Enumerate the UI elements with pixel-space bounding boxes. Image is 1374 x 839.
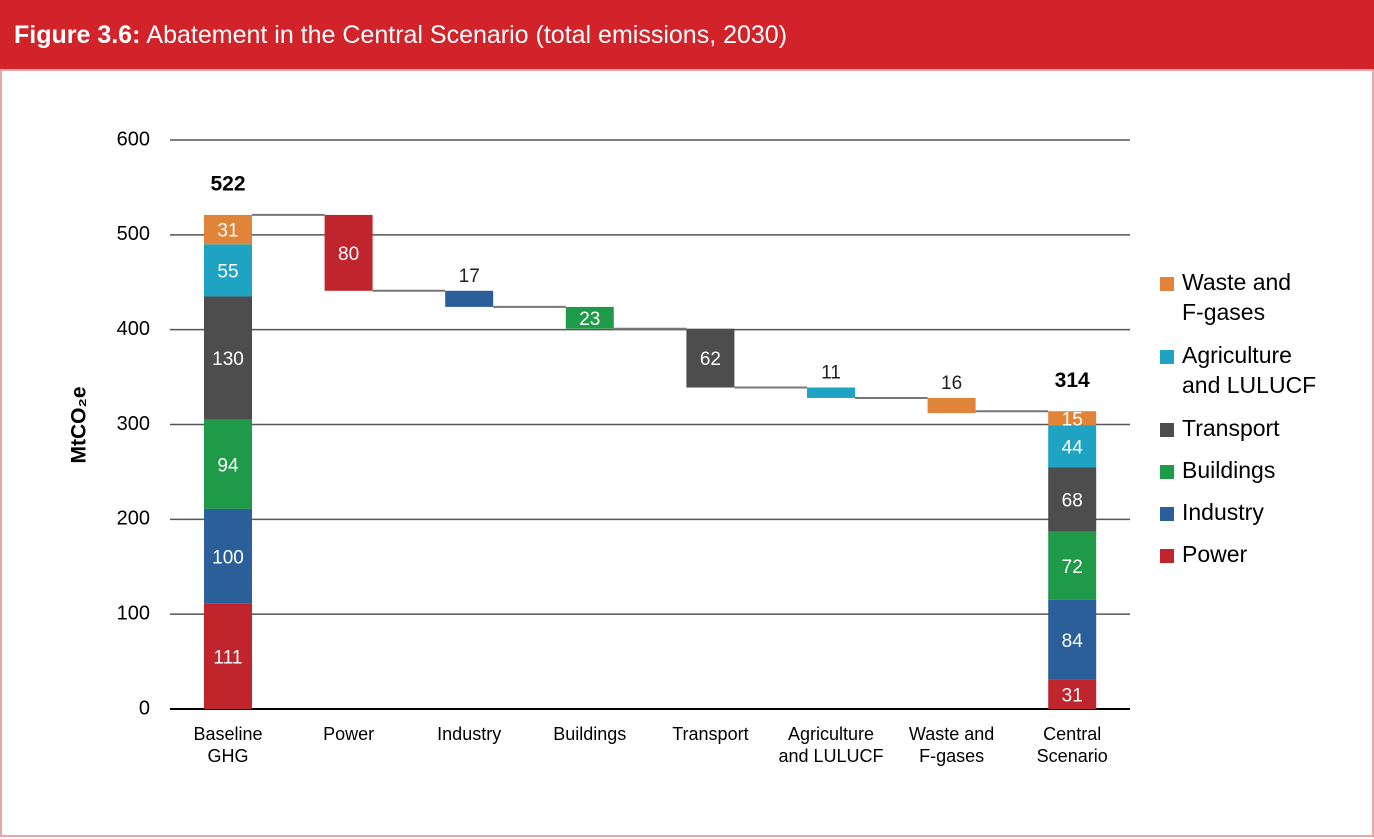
bar-segment (1048, 411, 1097, 426)
legend-label: Waste and (1182, 269, 1291, 295)
x-tick-label: GHG (207, 746, 248, 766)
x-tick-label: F-gases (919, 746, 984, 766)
legend-swatch (1160, 507, 1174, 521)
data-label: 100 (212, 547, 244, 568)
chart-title: Figure 3.6: Abatement in the Central Scen… (14, 21, 787, 49)
legend-label: Buildings (1182, 457, 1275, 483)
legend-label: F-gases (1182, 299, 1265, 325)
x-tick-label: Buildings (553, 724, 626, 744)
data-label: 94 (217, 455, 239, 476)
legend-swatch (1160, 549, 1174, 563)
data-label: 17 (459, 266, 480, 287)
data-label: 72 (1062, 557, 1083, 578)
y-tick-label: 400 (117, 318, 150, 340)
data-label: 16 (941, 373, 962, 394)
data-label: 31 (217, 221, 238, 242)
y-axis-label: MtCO₂e (68, 387, 91, 464)
y-tick-label: 0 (139, 697, 150, 719)
bar (445, 290, 494, 307)
x-tick-label: and LULUCF (778, 746, 883, 766)
bar-segment (204, 603, 252, 709)
header-band (0, 0, 1374, 70)
bar-segment (1048, 467, 1097, 532)
data-label: 84 (1062, 631, 1084, 652)
legend-swatch (1160, 277, 1174, 291)
total-label: 522 (210, 172, 245, 195)
bar (686, 328, 735, 388)
data-label: 68 (1062, 490, 1083, 511)
y-tick-label: 200 (117, 508, 150, 530)
legend-label: Industry (1182, 499, 1264, 525)
bar-segment (1048, 679, 1097, 709)
bar-segment (204, 214, 252, 245)
total-label: 314 (1055, 369, 1090, 392)
data-label: 130 (212, 349, 244, 370)
legend-label: Transport (1182, 415, 1280, 441)
bar-segment (1048, 599, 1097, 680)
data-label: 62 (700, 349, 721, 370)
legend-swatch (1160, 465, 1174, 479)
x-tick-label: Agriculture (788, 724, 874, 744)
x-tick-label: Power (323, 724, 374, 744)
bar-segment (204, 296, 252, 420)
y-tick-label: 300 (117, 413, 150, 435)
data-label: 80 (338, 244, 359, 265)
bar (565, 306, 614, 329)
legend-label: and LULUCF (1182, 372, 1316, 398)
bar-segment (204, 244, 252, 297)
data-label: 23 (579, 309, 600, 330)
bar-segment (1048, 531, 1097, 600)
data-label: 15 (1062, 409, 1083, 430)
y-tick-label: 100 (117, 602, 150, 624)
data-label: 44 (1062, 437, 1084, 458)
x-tick-label: Waste and (909, 724, 994, 744)
y-tick-label: 500 (117, 223, 150, 245)
x-tick-label: Baseline (193, 724, 262, 744)
title-text: Abatement in the Central Scenario (total… (146, 21, 787, 49)
x-tick-label: Central (1043, 724, 1101, 744)
legend-swatch (1160, 350, 1174, 364)
data-label: 111 (214, 647, 243, 668)
bar (807, 387, 855, 398)
legend-label: Agriculture (1182, 342, 1292, 368)
x-tick-label: Scenario (1037, 746, 1108, 766)
x-tick-label: Industry (437, 724, 501, 744)
bar-segment (204, 419, 252, 509)
data-label: 55 (217, 261, 238, 282)
legend-label: Power (1182, 541, 1248, 567)
bar (324, 214, 373, 291)
legend-swatch (1160, 423, 1174, 437)
y-tick-label: 600 (117, 128, 150, 150)
x-tick-label: Transport (672, 724, 748, 744)
bar (927, 397, 976, 414)
bar-segment (204, 508, 252, 604)
bar-segment (1048, 425, 1097, 468)
figure-label: Figure 3.6: (14, 21, 140, 49)
data-label: 31 (1062, 685, 1083, 706)
data-label: 11 (821, 363, 841, 384)
frame (0, 69, 1374, 837)
